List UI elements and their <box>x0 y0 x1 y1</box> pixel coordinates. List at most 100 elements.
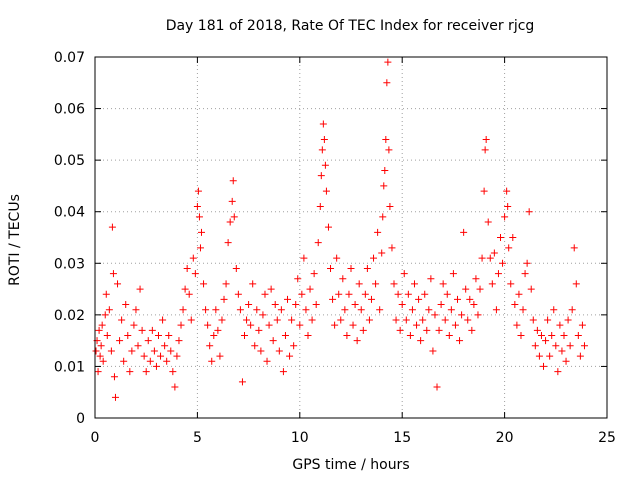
data-point <box>439 280 447 288</box>
data-point <box>132 306 140 314</box>
x-tick-label: 5 <box>193 430 202 446</box>
data-point <box>370 254 378 262</box>
data-point <box>107 347 115 355</box>
data-point <box>425 306 433 314</box>
data-point <box>281 331 289 339</box>
data-point <box>433 383 441 391</box>
data-point <box>540 362 548 370</box>
data-point <box>542 337 550 345</box>
x-tick-label: 15 <box>393 430 411 446</box>
data-point <box>417 337 425 345</box>
data-point <box>210 331 218 339</box>
data-point <box>443 290 451 298</box>
data-point <box>537 331 545 339</box>
data-point <box>351 301 359 309</box>
data-point <box>554 368 562 376</box>
data-point <box>396 326 404 334</box>
data-point <box>343 331 351 339</box>
data-point <box>271 301 279 309</box>
data-point <box>273 316 281 324</box>
data-point <box>167 347 175 355</box>
data-point <box>261 290 269 298</box>
data-point <box>556 321 564 329</box>
data-point <box>400 270 408 278</box>
data-point <box>383 79 391 87</box>
data-point <box>388 244 396 252</box>
data-point <box>339 275 347 283</box>
data-point <box>140 352 148 360</box>
data-point <box>341 306 349 314</box>
data-point <box>476 285 484 293</box>
data-point <box>265 321 273 329</box>
data-point <box>359 326 367 334</box>
data-point <box>109 270 117 278</box>
data-point <box>513 321 521 329</box>
data-point <box>134 342 142 350</box>
data-point <box>214 326 222 334</box>
chart-title: Day 181 of 2018, Rate Of TEC Index for r… <box>165 18 535 34</box>
data-point <box>568 306 576 314</box>
data-point <box>292 301 300 309</box>
data-point <box>300 254 308 262</box>
y-tick-label: 0.04 <box>54 205 85 221</box>
data-point <box>398 301 406 309</box>
data-point <box>511 301 519 309</box>
data-point <box>492 306 500 314</box>
data-point <box>437 301 445 309</box>
data-point <box>374 228 382 236</box>
data-point <box>431 311 439 319</box>
data-point <box>481 146 489 154</box>
data-point <box>560 331 568 339</box>
data-point <box>302 306 310 314</box>
data-point <box>218 316 226 324</box>
data-point <box>181 285 189 293</box>
data-point <box>175 337 183 345</box>
data-point <box>257 347 265 355</box>
data-point <box>189 254 197 262</box>
x-axis-label: GPS time / hours <box>292 457 410 473</box>
data-point <box>527 285 535 293</box>
grid-lines <box>95 57 607 418</box>
data-point <box>447 306 455 314</box>
data-point <box>279 368 287 376</box>
data-point <box>161 342 169 350</box>
data-point <box>384 58 392 66</box>
y-tick-label: 0.03 <box>54 256 85 272</box>
data-point <box>408 306 416 314</box>
data-point <box>290 342 298 350</box>
y-tick-label: 0.05 <box>54 153 85 169</box>
data-point <box>497 234 505 241</box>
data-point <box>249 280 257 288</box>
data-point <box>531 342 539 350</box>
data-point <box>470 301 478 309</box>
data-point <box>462 285 470 293</box>
data-point <box>519 306 527 314</box>
data-point <box>415 295 423 303</box>
data-point <box>509 234 517 241</box>
data-point <box>245 301 253 309</box>
tick-labels: 0 5 10 15 20 25 0 0.01 0.02 0.03 0.04 0.05 0.06 0.07 <box>54 50 616 446</box>
data-point <box>204 321 212 329</box>
data-point <box>365 316 373 324</box>
data-point <box>376 306 384 314</box>
y-tick-label: 0.06 <box>54 102 85 118</box>
data-point <box>114 280 122 288</box>
data-point <box>193 203 201 211</box>
data-point <box>97 342 105 350</box>
data-point <box>546 352 554 360</box>
data-point <box>171 383 179 391</box>
data-point <box>394 290 402 298</box>
data-point <box>331 321 339 329</box>
data-point <box>386 203 394 211</box>
data-point <box>390 280 398 288</box>
data-point <box>488 280 496 288</box>
data-point <box>294 275 302 283</box>
data-point <box>468 326 476 334</box>
data-point <box>96 352 104 360</box>
data-point <box>259 311 267 319</box>
data-point <box>120 357 128 365</box>
data-point <box>423 326 431 334</box>
data-point <box>427 275 435 283</box>
data-point <box>98 321 106 329</box>
